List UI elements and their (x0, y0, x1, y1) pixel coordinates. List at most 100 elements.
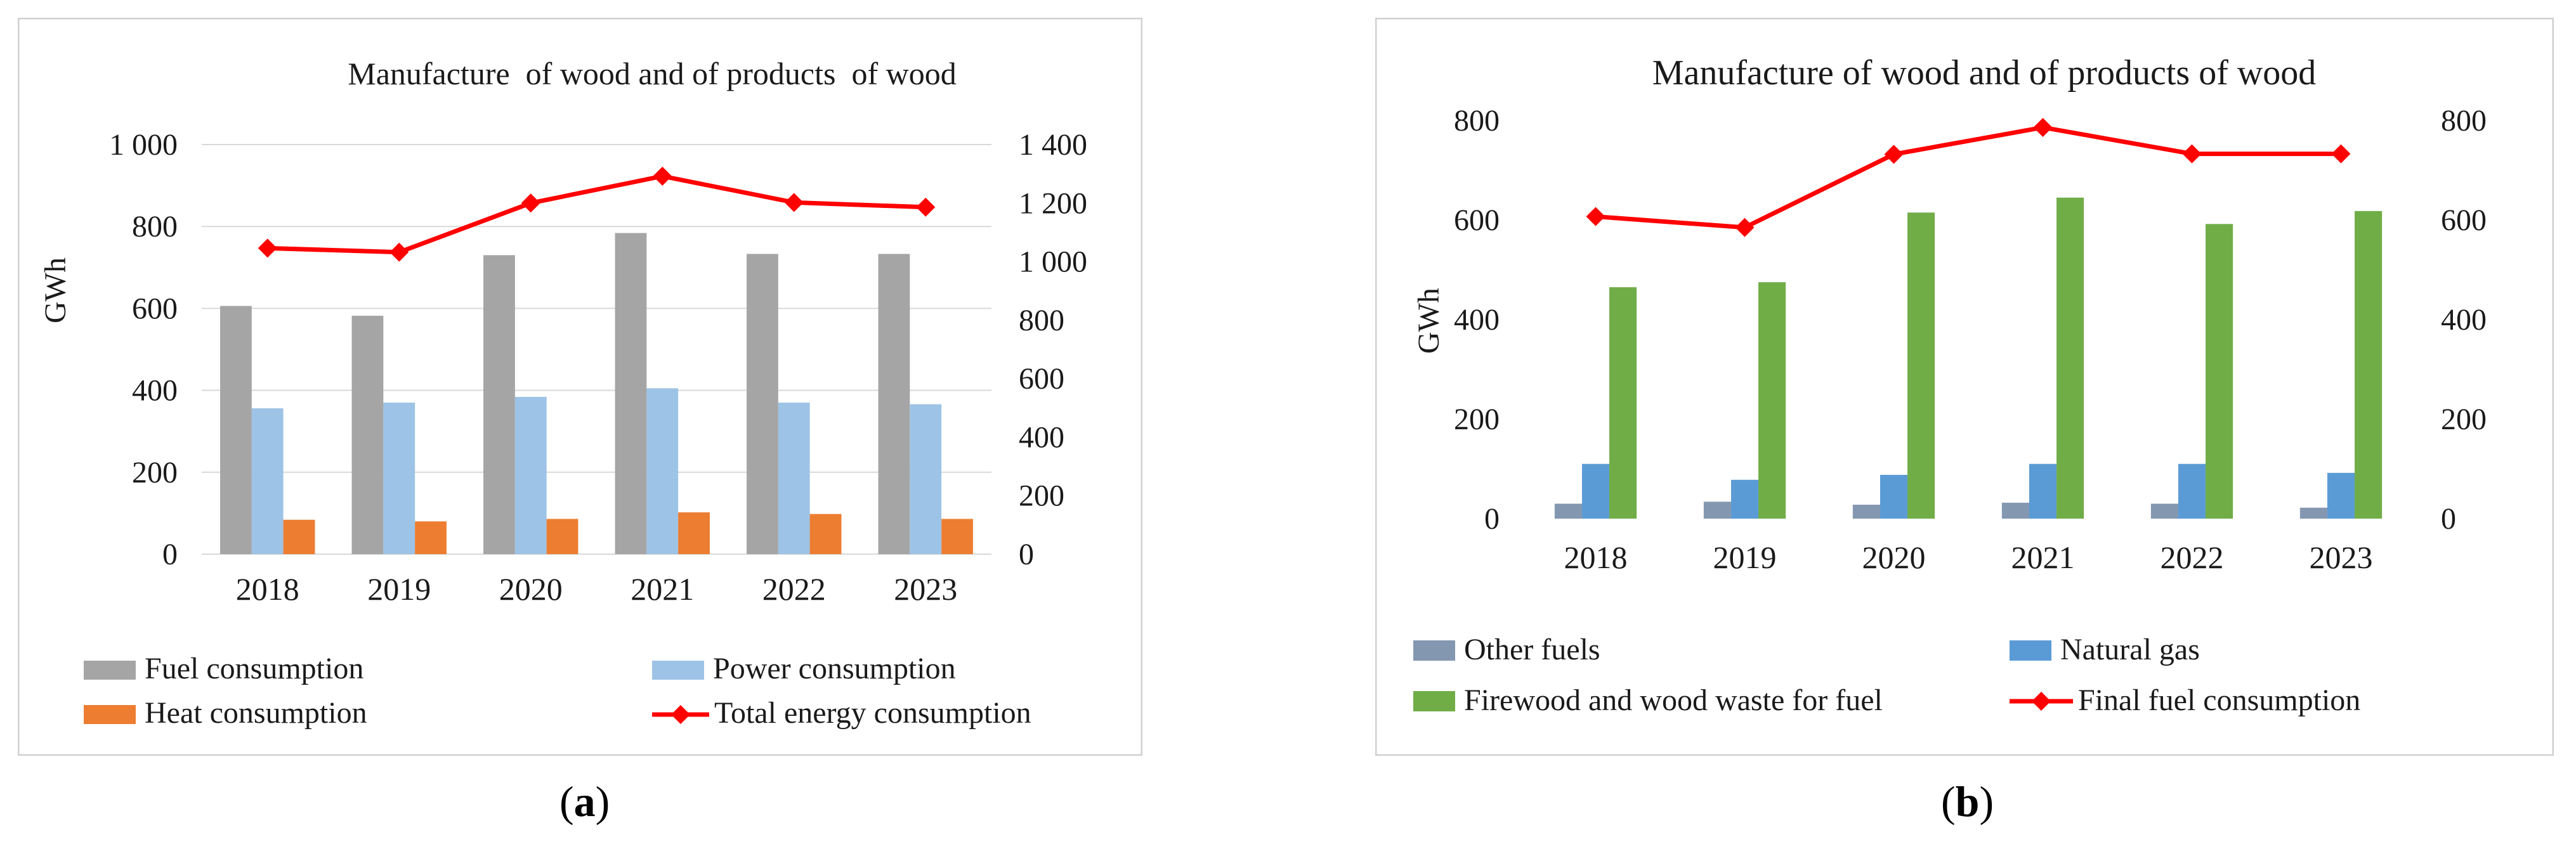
bar (415, 521, 447, 554)
gridlines (202, 144, 991, 555)
y2-tick-label: 1 400 (1019, 128, 1087, 162)
bar (646, 388, 679, 554)
bars (220, 233, 973, 554)
paren-close: ) (1979, 777, 1994, 826)
panel-label-b: (b) (1941, 777, 1994, 827)
y-tick-label: 200 (132, 456, 178, 489)
x-tick-label: 2022 (762, 571, 826, 607)
y-axis-label: GWh (39, 257, 72, 323)
bar (1703, 502, 1731, 519)
legend-label: Power consumption (713, 652, 956, 685)
y-tick-label: 800 (1454, 104, 1500, 138)
legend-marker (2032, 692, 2051, 711)
bar (1581, 463, 1610, 519)
bar (1554, 503, 1582, 519)
x-tick-label: 2023 (894, 571, 957, 607)
bar (351, 316, 384, 554)
bar (747, 254, 778, 554)
bar (2150, 503, 2178, 519)
line-marker (258, 238, 277, 258)
bar (2056, 197, 2084, 519)
bar (2355, 210, 2383, 519)
y2-tick-label: 400 (2441, 303, 2487, 337)
legend-label: Firewood and wood waste for fuel (1464, 683, 1883, 717)
bar (546, 519, 579, 554)
legend-label: Heat consumption (145, 696, 367, 730)
y2-tick-label: 200 (1019, 479, 1064, 513)
y2-tick-label: 1 200 (1019, 186, 1087, 220)
y-tick-label: 200 (1454, 403, 1500, 436)
y2-tick-label: 600 (1019, 362, 1064, 396)
y-tick-label: 400 (132, 374, 178, 408)
y-tick-label: 0 (162, 538, 178, 571)
line-marker (2033, 117, 2053, 137)
bar (2001, 502, 2029, 519)
bar (1852, 505, 1880, 519)
bar (615, 233, 647, 554)
x-tick-label: 2021 (631, 571, 694, 607)
x-tick-label: 2019 (1713, 540, 1777, 575)
y-tick-label: 600 (132, 292, 178, 325)
y2-tick-label: 1 000 (1019, 245, 1087, 279)
legend-label: Total energy consumption (714, 696, 1031, 730)
legend: Fuel consumption Power consumption Heat co… (84, 652, 1031, 730)
legend-marker (671, 705, 690, 724)
bar (220, 306, 252, 554)
chart-title: Manufacture of wood and of products of w… (1652, 53, 2317, 93)
bar (1907, 212, 1935, 519)
y2-tick-label: 600 (2441, 204, 2487, 237)
x-tick-label: 2020 (1862, 540, 1926, 575)
line-marker (916, 197, 936, 217)
y2-tick-label: 400 (1019, 420, 1064, 454)
legend-swatch (1413, 691, 1455, 711)
line-marker (653, 166, 672, 186)
bar (2327, 472, 2355, 519)
legend-swatch (1413, 640, 1455, 661)
y-axis-label: GWh (1412, 288, 1446, 354)
line-marker (1586, 207, 1605, 226)
legend-swatch (84, 661, 136, 680)
line-marker (521, 193, 540, 213)
chart-a: Manufacture of wood and of products of w… (18, 18, 1142, 756)
bar (2206, 224, 2233, 519)
x-tick-label: 2021 (2011, 540, 2075, 575)
y2-tick-label: 800 (2441, 104, 2487, 138)
bar (514, 396, 547, 554)
bar (251, 408, 284, 554)
legend-label: Final fuel consumption (2078, 683, 2360, 717)
y2-tick-label: 200 (2441, 403, 2487, 436)
y2-tick-label: 0 (1019, 538, 1034, 571)
x-tick-label: 2020 (499, 571, 563, 607)
legend-label: Fuel consumption (145, 652, 363, 685)
bar (2299, 507, 2327, 519)
legend: Other fuels Natural gas Firewood and wood … (1413, 633, 2360, 717)
bar (383, 402, 415, 554)
y-tick-label: 800 (132, 210, 178, 243)
paren-open: ( (1941, 777, 1956, 826)
line-marker (2331, 144, 2351, 164)
label-letter: b (1955, 777, 1980, 826)
legend-label: Natural gas (2060, 633, 2200, 666)
y-tick-label: 0 (1484, 502, 1500, 536)
y-tick-label: 400 (1454, 303, 1500, 337)
bar (283, 519, 315, 554)
x-tick-label: 2023 (2310, 540, 2373, 575)
bar (678, 512, 710, 554)
paren-open: ( (559, 777, 574, 826)
y-tick-label: 600 (1454, 204, 1500, 237)
bar (2029, 463, 2057, 519)
bar (809, 514, 842, 554)
bar (1730, 479, 1759, 519)
line-marker (784, 193, 804, 212)
chart-title: Manufacture of wood and of products of w… (348, 56, 956, 91)
bar (778, 402, 810, 554)
y-tick-label: 1 000 (109, 128, 178, 162)
x-tick-label: 2018 (1564, 540, 1628, 575)
bar (1609, 287, 1637, 519)
legend-label: Other fuels (1464, 633, 1600, 666)
line-series (258, 166, 936, 262)
line-marker (2182, 144, 2202, 164)
line-marker (1884, 145, 1904, 164)
bar (2178, 463, 2206, 519)
chart-b: Manufacture of wood and of products of w… (1375, 18, 2554, 756)
